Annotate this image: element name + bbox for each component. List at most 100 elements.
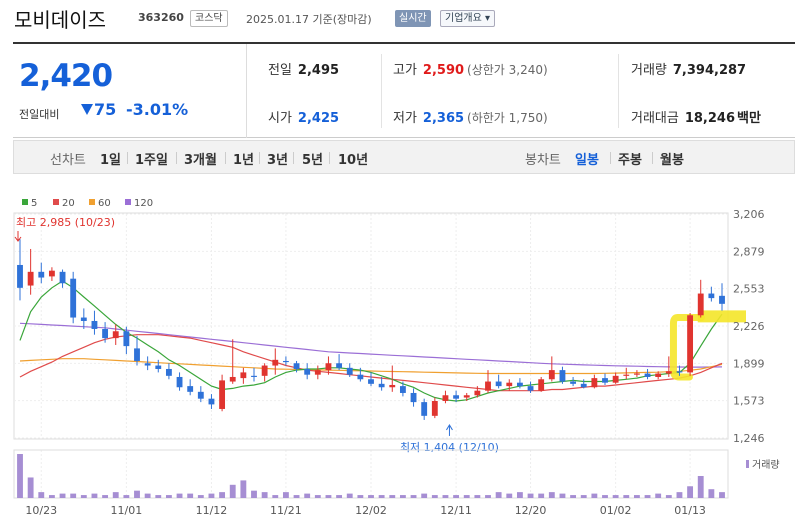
company-overview-dropdown[interactable]: 기업개요 ▾ — [440, 10, 495, 27]
candle-body — [527, 386, 534, 391]
candle-body — [580, 383, 587, 388]
separator — [652, 152, 653, 164]
volume-bar — [719, 492, 725, 498]
volume-bar — [633, 495, 640, 498]
volume-bar — [655, 493, 662, 498]
volume-bar — [538, 493, 545, 498]
candle-body — [559, 370, 566, 382]
candle-weekly[interactable]: 주봉 — [618, 153, 642, 168]
divider — [381, 54, 382, 128]
volume-bar — [134, 490, 140, 498]
volume-bar — [527, 493, 534, 498]
volume-bar — [155, 495, 162, 498]
volume-bar — [176, 493, 183, 498]
volume-bar — [38, 492, 45, 498]
candle-body — [197, 391, 204, 399]
period-1y[interactable]: 1년 — [233, 153, 255, 168]
candle-body — [70, 278, 77, 318]
volume-bar — [665, 495, 672, 498]
volume-bar — [102, 495, 109, 498]
min-arrow-head — [446, 423, 453, 431]
volume-bar — [80, 495, 87, 498]
candle-body — [91, 320, 98, 329]
candle-body — [516, 382, 523, 387]
volume-bar — [431, 495, 438, 498]
x-axis-labels: 10/23 11/01 11/12 11/21 12/02 12/11 12/20 01/02… — [25, 504, 706, 517]
candle-body — [261, 365, 268, 376]
realtime-button[interactable]: 실시간 — [395, 10, 431, 27]
highlight-mark — [669, 310, 746, 381]
highlight-bracket — [669, 314, 705, 381]
period-10y[interactable]: 10년 — [338, 153, 369, 168]
volume-bar — [91, 493, 98, 498]
x-tick-label: 11/01 — [111, 504, 143, 517]
volume-bar — [251, 490, 257, 498]
period-5y[interactable]: 5년 — [302, 153, 324, 168]
candle-body — [325, 363, 332, 371]
candle-body — [431, 400, 438, 416]
candle-body — [357, 374, 364, 380]
volume-bar — [229, 484, 236, 498]
legend-swatch-5 — [22, 199, 28, 205]
candle-body — [506, 382, 513, 387]
candle-body — [655, 373, 662, 377]
volume-bar — [187, 493, 194, 498]
y-tick-label: 2,226 — [733, 320, 765, 333]
legend-label-5: 5 — [31, 198, 37, 209]
volume-legend-label: 거래량 — [752, 459, 780, 471]
candle-daily[interactable]: 일봉 — [575, 153, 599, 168]
volume-bar — [570, 495, 577, 498]
candle-monthly[interactable]: 월봉 — [660, 153, 684, 168]
candle-body — [591, 378, 598, 388]
volume-bar — [378, 495, 385, 498]
candle-body — [548, 370, 555, 380]
candle-body — [187, 386, 194, 392]
period-3y[interactable]: 3년 — [267, 153, 289, 168]
separator — [259, 152, 260, 164]
x-tick-label: 12/20 — [515, 504, 547, 517]
x-tick-label: 12/11 — [440, 504, 472, 517]
candle-body — [27, 271, 34, 286]
candle-body — [155, 365, 162, 369]
volume-bar — [442, 495, 449, 498]
candle-body — [251, 375, 257, 377]
volume-bar — [272, 495, 279, 498]
volume-bar — [325, 495, 332, 498]
volume-bar — [27, 477, 34, 498]
candle-body — [229, 376, 236, 382]
period-bar: 선차트 1일 1주일 3개월 1년 3년 5년 10년 봉차트 일봉 주봉 월봉 — [13, 140, 795, 174]
x-tick-label: 10/23 — [25, 504, 57, 517]
volume-bar — [516, 492, 523, 498]
candle-body — [708, 293, 715, 299]
candle-body — [719, 295, 725, 304]
base-date: 2025.01.17 기준(장마감) — [246, 13, 372, 26]
candle-body — [612, 375, 619, 383]
candle-body — [165, 368, 172, 376]
min-price-label: 최저 1,404 (12/10) — [400, 441, 499, 454]
period-1w[interactable]: 1주일 — [135, 153, 168, 168]
volume-bar — [495, 492, 502, 498]
current-price: 2,420 — [19, 58, 113, 94]
prev-close: 전일 2,495 — [268, 63, 340, 78]
divider — [618, 54, 619, 128]
volume-bar — [48, 495, 55, 498]
change-value: 75 — [94, 100, 117, 119]
legend-swatch-60 — [89, 199, 95, 205]
change-amount: 75 — [81, 100, 116, 119]
volume-bar — [261, 492, 268, 498]
volume-bar — [368, 495, 374, 498]
candle-body — [304, 368, 311, 375]
volume-bar — [453, 495, 460, 498]
volume-bar — [197, 495, 204, 498]
volume-bar — [112, 492, 119, 498]
volume-panel: 거래량 — [13, 449, 780, 499]
market-badge: 코스닥 — [190, 10, 228, 27]
volume-bar — [602, 495, 608, 498]
trade-amount: 거래대금 18,246 백만 — [631, 111, 761, 126]
candle-body — [176, 376, 183, 388]
period-1d[interactable]: 1일 — [100, 153, 122, 168]
stock-code: 363260 — [138, 11, 184, 24]
period-3m[interactable]: 3개월 — [184, 153, 217, 168]
candle-body — [219, 380, 226, 409]
price-summary: 2,420 전일대비 75 -3.01% 전일 2,495 시가 2,425 고가 2… — [13, 42, 795, 138]
